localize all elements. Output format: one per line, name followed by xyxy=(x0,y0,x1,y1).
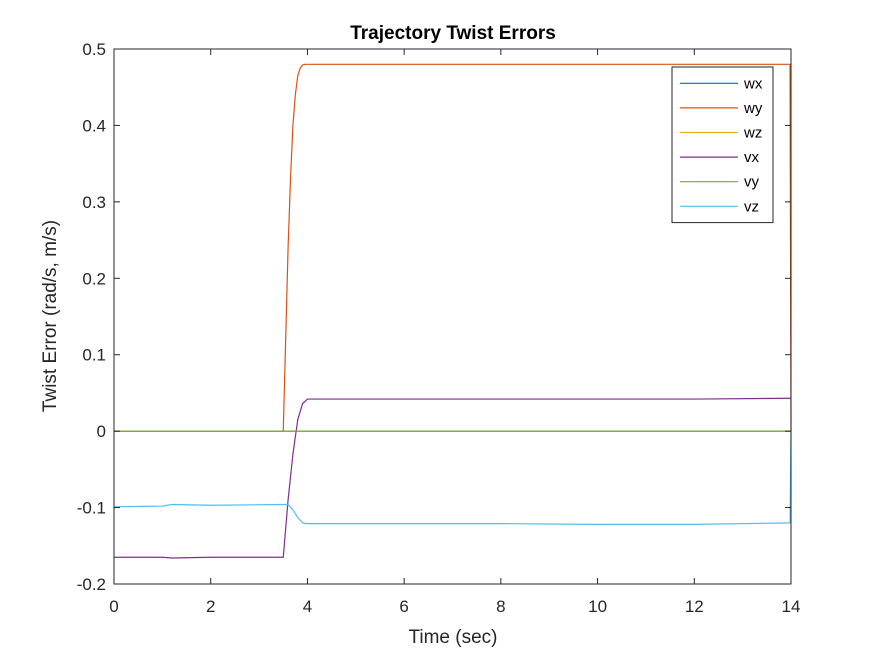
chart-title: Trajectory Twist Errors xyxy=(350,23,556,44)
x-axis-title: Time (sec) xyxy=(408,627,497,648)
x-tick-label: 0 xyxy=(109,597,118,616)
y-tick-label: 0.1 xyxy=(82,346,106,365)
x-tick-label: 12 xyxy=(685,597,704,616)
legend: wx wy wz vx vy vz xyxy=(671,66,774,224)
legend-label-vx: vx xyxy=(744,149,760,166)
y-tick-label: 0 xyxy=(97,422,106,441)
y-tick-label: -0.2 xyxy=(77,575,106,594)
series-line-vx xyxy=(114,397,792,559)
x-tick-label: 10 xyxy=(588,597,607,616)
x-tick-label: 6 xyxy=(399,597,408,616)
axes-layer: 0 2 4 6 8 10 12 14 -0.2 -0.1 0 0.1 0.2 0.3 0.4 0.5 xyxy=(77,40,801,616)
legend-label-wz: wz xyxy=(743,125,762,142)
y-tick-label: 0.4 xyxy=(82,116,106,135)
axes-box xyxy=(113,48,792,585)
legend-label-wy: wy xyxy=(743,100,763,117)
series-layer xyxy=(113,63,792,559)
x-tick-label: 2 xyxy=(206,597,215,616)
y-tick-label: 0.3 xyxy=(82,193,106,212)
legend-label-wx: wx xyxy=(743,75,763,92)
legend-label-vy: vy xyxy=(744,174,760,191)
y-tick-label: 0.2 xyxy=(82,269,106,288)
legend-box xyxy=(671,66,774,224)
legend-label-vz: vz xyxy=(744,198,759,215)
x-tick-label: 14 xyxy=(782,597,801,616)
y-tick-label: 0.5 xyxy=(82,40,106,59)
y-axis-title: Twist Error (rad/s, m/s) xyxy=(40,220,61,412)
x-tick-label: 4 xyxy=(303,597,312,616)
series-line-wy xyxy=(114,63,792,432)
y-tick-label: -0.1 xyxy=(77,499,106,518)
x-tick-label: 8 xyxy=(496,597,505,616)
series-line-vz xyxy=(113,431,792,525)
